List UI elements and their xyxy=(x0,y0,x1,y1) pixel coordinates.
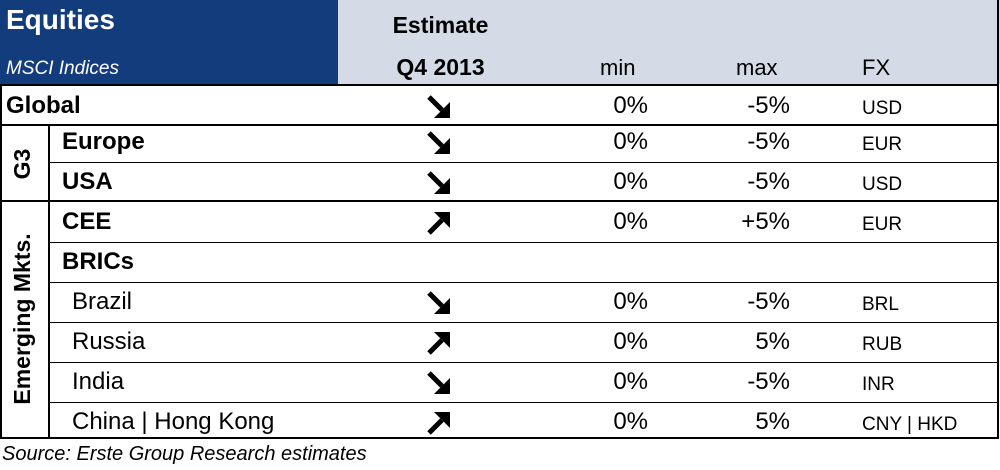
table-row: India 0% -5% INR xyxy=(0,362,1000,402)
row-divider xyxy=(50,282,999,283)
row-divider xyxy=(50,162,999,163)
index-name: China | Hong Kong xyxy=(72,408,275,435)
index-name: Brazil xyxy=(72,288,133,315)
header-divider xyxy=(0,84,999,86)
group-column-divider xyxy=(48,124,50,438)
max-value: -5% xyxy=(747,92,790,119)
min-column-header: min xyxy=(600,55,636,80)
table-left-border xyxy=(0,84,2,439)
table-bottom-border xyxy=(0,437,999,439)
min-value: 0% xyxy=(613,168,648,195)
max-value: 5% xyxy=(755,408,790,435)
fx-currency: EUR xyxy=(862,214,903,235)
table-subtitle: MSCI Indices xyxy=(6,58,119,79)
row-divider xyxy=(0,124,999,126)
arrow-up-right-icon xyxy=(426,210,452,236)
row-divider xyxy=(50,322,999,323)
source-note: Source: Erste Group Research estimates xyxy=(2,443,367,465)
index-name: Europe xyxy=(62,128,145,155)
min-value: 0% xyxy=(613,92,648,119)
min-value: 0% xyxy=(613,368,648,395)
min-value: 0% xyxy=(613,128,648,155)
header-estimate-panel xyxy=(338,0,1000,84)
table-row: USA 0% -5% USD xyxy=(0,162,1000,202)
table-row: BRICs xyxy=(0,242,1000,282)
table-row: Russia 0% 5% RUB xyxy=(0,322,1000,362)
arrow-up-right-icon xyxy=(426,410,452,436)
table-row: CEE 0% +5% EUR xyxy=(0,202,1000,242)
arrow-down-right-icon xyxy=(426,290,452,316)
row-divider xyxy=(50,362,999,363)
max-value: -5% xyxy=(747,168,790,195)
table-row: Europe 0% -5% EUR xyxy=(0,122,1000,162)
fx-currency: EUR xyxy=(862,134,903,155)
min-value: 0% xyxy=(613,408,648,435)
max-value: 5% xyxy=(755,328,790,355)
table-right-border xyxy=(997,0,999,439)
row-divider xyxy=(50,402,999,403)
table-row: China | Hong Kong 0% 5% CNY | HKD xyxy=(0,402,1000,442)
max-value: +5% xyxy=(741,208,790,235)
index-name: CEE xyxy=(62,208,112,235)
fx-currency: INR xyxy=(862,374,895,395)
index-name: India xyxy=(72,368,125,395)
min-value: 0% xyxy=(613,208,648,235)
table-row: Brazil 0% -5% BRL xyxy=(0,282,1000,322)
index-name: Russia xyxy=(72,328,146,355)
fx-currency: CNY | HKD xyxy=(862,414,958,435)
fx-currency: USD xyxy=(862,174,903,195)
index-name: BRICs xyxy=(62,248,135,275)
arrow-down-right-icon xyxy=(426,130,452,156)
fx-currency: BRL xyxy=(862,294,899,315)
arrow-down-right-icon xyxy=(426,170,452,196)
max-value: -5% xyxy=(747,128,790,155)
index-name: Global xyxy=(6,92,81,119)
min-value: 0% xyxy=(613,328,648,355)
row-divider xyxy=(50,242,999,243)
arrow-up-right-icon xyxy=(426,330,452,356)
min-value: 0% xyxy=(613,288,648,315)
fx-currency: RUB xyxy=(862,334,903,355)
max-value: -5% xyxy=(747,368,790,395)
arrow-down-right-icon xyxy=(426,370,452,396)
table-row: Global 0% -5% USD xyxy=(0,86,1000,126)
arrow-down-right-icon xyxy=(426,94,452,120)
fx-column-header: FX xyxy=(862,55,891,80)
group-divider xyxy=(0,200,999,202)
table-title: Equities xyxy=(6,4,115,35)
header-title-panel xyxy=(0,0,338,84)
max-column-header: max xyxy=(736,55,778,80)
estimate-header: Estimate xyxy=(392,12,489,38)
max-value: -5% xyxy=(747,288,790,315)
index-name: USA xyxy=(62,168,113,195)
fx-currency: USD xyxy=(862,98,903,119)
estimate-period-header: Q4 2013 xyxy=(396,54,485,80)
